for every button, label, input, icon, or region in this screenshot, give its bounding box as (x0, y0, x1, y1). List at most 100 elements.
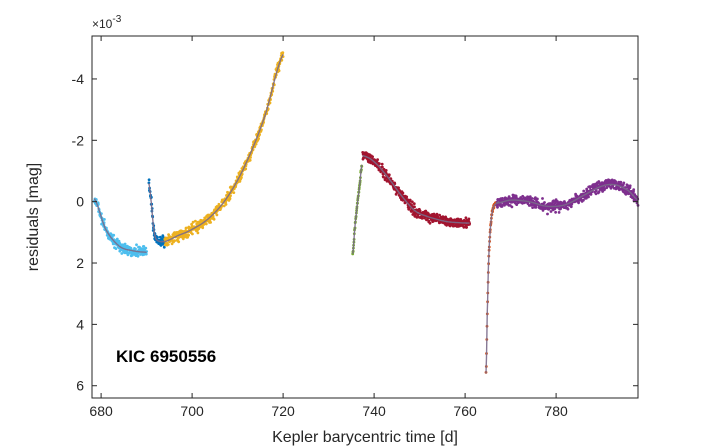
data-point (627, 192, 630, 196)
data-point (608, 185, 611, 188)
data-point (435, 212, 439, 216)
data-point (136, 254, 140, 258)
data-point (248, 158, 252, 162)
data-point (628, 184, 632, 188)
data-point (413, 205, 416, 209)
series-6-points (495, 178, 640, 216)
series-0-fit-line (93, 198, 147, 253)
data-point (103, 218, 106, 221)
data-point (228, 197, 232, 201)
y-tick-label: 4 (76, 316, 84, 332)
data-point (224, 203, 228, 206)
fit-curves-layer (93, 54, 639, 374)
data-point (594, 192, 598, 196)
data-point (424, 209, 428, 213)
series-3-fit-line (352, 164, 363, 254)
data-point (420, 216, 424, 220)
data-point (412, 202, 416, 206)
data-point (381, 165, 384, 169)
data-point (428, 221, 432, 225)
data-point (277, 69, 281, 73)
data-point (531, 206, 534, 210)
data-point (212, 217, 216, 221)
data-point (384, 169, 388, 172)
y-tick-label: -2 (72, 132, 85, 148)
axis-ticks: 680 700 720 740 760 780 -4 -2 0 2 4 6 (72, 36, 638, 419)
data-point (554, 210, 557, 214)
data-point (589, 193, 593, 196)
data-point (408, 198, 412, 202)
data-point (161, 234, 165, 238)
data-point (257, 137, 260, 141)
data-point (582, 189, 586, 193)
data-point (173, 239, 177, 243)
data-point (371, 155, 374, 159)
data-point (503, 203, 506, 207)
data-point (543, 201, 546, 204)
data-point (418, 209, 422, 213)
data-point (156, 235, 159, 239)
data-point (515, 203, 519, 207)
data-point (585, 196, 588, 200)
y-tick-label: -4 (72, 71, 85, 87)
data-point (229, 194, 232, 198)
data-point (601, 190, 604, 193)
y-axis-label: residuals [mag] (25, 163, 42, 272)
data-point (582, 198, 585, 202)
y-tick-label: 6 (76, 378, 84, 394)
data-point (112, 233, 116, 237)
data-point (209, 221, 213, 224)
data-point (530, 197, 534, 200)
data-point (191, 232, 194, 236)
data-point (397, 186, 400, 190)
data-point (552, 199, 555, 203)
data-point (134, 247, 137, 251)
data-point (632, 190, 635, 194)
data-point (467, 217, 471, 221)
data-point (142, 245, 146, 248)
data-point (281, 51, 285, 54)
data-point (215, 213, 219, 217)
data-point (536, 197, 539, 201)
data-point (597, 190, 601, 194)
x-tick-label: 780 (544, 403, 568, 419)
data-point (387, 173, 391, 177)
plot-frame (91, 35, 639, 399)
data-point (632, 188, 636, 192)
x-tick-label: 680 (89, 403, 113, 419)
data-point (605, 186, 609, 190)
data-point (501, 197, 504, 200)
series-1-fit-line (148, 183, 165, 243)
series-2-points (163, 51, 285, 247)
data-point (410, 200, 414, 204)
data-point (514, 194, 518, 198)
data-point (462, 225, 466, 229)
series-6-fit-line (496, 183, 639, 208)
data-point (144, 246, 148, 250)
data-point (410, 203, 413, 207)
data-point (194, 219, 197, 223)
data-point (401, 191, 405, 195)
data-point (559, 207, 562, 211)
x-tick-label: 760 (453, 403, 477, 419)
series-2-fit-line (164, 54, 284, 243)
data-point (496, 205, 499, 209)
data-point (238, 180, 242, 183)
data-point (376, 158, 379, 162)
series-4-fit-line (362, 154, 470, 224)
series-0-points (92, 197, 149, 258)
data-point (546, 212, 549, 216)
y-scale-exponent-label: ×10-3 (92, 14, 122, 31)
data-point (187, 233, 191, 237)
x-axis-label: Kepler barycentric time [d] (272, 429, 458, 446)
data-point (201, 226, 205, 230)
data-point (380, 162, 384, 166)
data-point (254, 142, 258, 146)
data-point (166, 243, 170, 246)
data-point (534, 205, 538, 209)
data-point (622, 181, 626, 185)
data-point (177, 240, 181, 244)
data-point (528, 195, 532, 199)
data-point (619, 180, 623, 184)
data-point (510, 205, 514, 209)
